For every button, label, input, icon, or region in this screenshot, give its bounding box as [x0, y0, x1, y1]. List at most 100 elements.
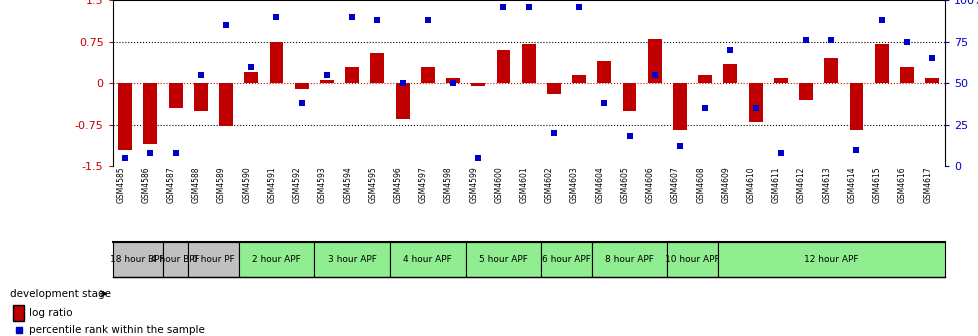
Bar	[597, 61, 610, 83]
Bar	[667, 242, 717, 277]
Text: GSM4614: GSM4614	[847, 166, 856, 203]
Text: GSM4600: GSM4600	[494, 166, 503, 203]
Text: GSM4595: GSM4595	[368, 166, 377, 203]
Text: 3 hour APF: 3 hour APF	[328, 255, 377, 264]
Bar	[849, 83, 863, 130]
Text: 5 hour APF: 5 hour APF	[478, 255, 527, 264]
Point	[822, 37, 838, 43]
Text: GSM4585: GSM4585	[116, 166, 125, 203]
Bar	[899, 67, 912, 83]
Text: GSM4601: GSM4601	[519, 166, 528, 203]
Bar	[823, 58, 837, 83]
Point	[369, 17, 384, 23]
Point	[420, 17, 435, 23]
Text: GSM4591: GSM4591	[267, 166, 276, 203]
Bar	[118, 83, 132, 150]
Text: 12 hour APF: 12 hour APF	[803, 255, 858, 264]
Bar	[622, 83, 636, 111]
Point	[696, 106, 712, 111]
Text: GSM4586: GSM4586	[141, 166, 151, 203]
Bar	[188, 242, 239, 277]
Text: 2 hour APF: 2 hour APF	[252, 255, 300, 264]
Point	[469, 155, 485, 161]
Bar	[163, 242, 188, 277]
Text: 18 hour BPF: 18 hour BPF	[111, 255, 165, 264]
Text: 10 hour APF: 10 hour APF	[665, 255, 719, 264]
Bar	[723, 64, 736, 83]
Text: GSM4592: GSM4592	[292, 166, 301, 203]
Text: GSM4587: GSM4587	[166, 166, 175, 203]
Bar	[591, 242, 667, 277]
Point	[650, 250, 666, 256]
Point	[268, 14, 284, 19]
Point	[394, 81, 410, 86]
Text: GSM4593: GSM4593	[318, 166, 327, 203]
Text: percentile rank within the sample: percentile rank within the sample	[29, 325, 205, 335]
Bar	[370, 53, 384, 83]
Text: GSM4596: GSM4596	[393, 166, 402, 203]
Bar	[717, 242, 944, 277]
Bar	[294, 83, 308, 89]
Bar	[547, 83, 560, 94]
Point	[520, 4, 536, 9]
Bar	[112, 242, 163, 277]
Point	[773, 150, 788, 156]
Bar	[748, 83, 762, 122]
Point	[244, 64, 259, 69]
Point	[596, 100, 611, 106]
Point	[571, 4, 587, 9]
Point	[546, 130, 561, 136]
Text: GSM4615: GSM4615	[871, 166, 881, 203]
Text: GSM4617: GSM4617	[922, 166, 931, 203]
Point	[898, 39, 913, 44]
Point	[293, 100, 309, 106]
Text: GSM4603: GSM4603	[569, 166, 579, 203]
Text: GSM4608: GSM4608	[695, 166, 704, 203]
Bar	[219, 83, 233, 126]
Text: GSM4607: GSM4607	[670, 166, 680, 203]
Bar	[466, 242, 541, 277]
Text: log ratio: log ratio	[29, 308, 72, 318]
Bar	[144, 83, 157, 144]
Bar	[697, 75, 711, 83]
Point	[722, 47, 737, 53]
Text: GSM4610: GSM4610	[746, 166, 755, 203]
Point	[167, 150, 183, 156]
Text: GSM4599: GSM4599	[468, 166, 477, 203]
Text: GSM4590: GSM4590	[242, 166, 251, 203]
Point	[218, 22, 234, 28]
Point	[445, 81, 461, 86]
Bar	[496, 50, 510, 83]
Text: GSM4612: GSM4612	[796, 166, 805, 203]
Text: GSM4611: GSM4611	[771, 166, 780, 203]
Point	[495, 4, 511, 9]
Text: GSM4606: GSM4606	[645, 166, 654, 203]
Text: GSM4616: GSM4616	[897, 166, 906, 203]
Text: GSM4604: GSM4604	[595, 166, 603, 203]
Bar	[389, 242, 466, 277]
Point	[848, 147, 864, 153]
Point	[923, 55, 939, 61]
Point	[319, 72, 334, 78]
Point	[672, 144, 688, 149]
Point	[143, 150, 158, 156]
Bar	[320, 80, 333, 83]
Bar	[194, 83, 207, 111]
Point	[747, 106, 763, 111]
Text: GSM4602: GSM4602	[545, 166, 554, 203]
Point	[873, 17, 889, 23]
Text: GSM4588: GSM4588	[192, 166, 200, 203]
Point	[797, 37, 813, 43]
Bar	[571, 75, 586, 83]
Text: 4 hour APF: 4 hour APF	[403, 255, 452, 264]
Bar	[244, 72, 258, 83]
Text: GSM4609: GSM4609	[721, 166, 730, 203]
Point	[117, 155, 133, 161]
Bar	[314, 242, 389, 277]
Text: 6 hour APF: 6 hour APF	[542, 255, 591, 264]
Bar	[421, 67, 434, 83]
FancyBboxPatch shape	[13, 305, 24, 321]
Text: GSM4598: GSM4598	[444, 166, 453, 203]
Bar	[269, 42, 284, 83]
Bar	[874, 44, 888, 83]
